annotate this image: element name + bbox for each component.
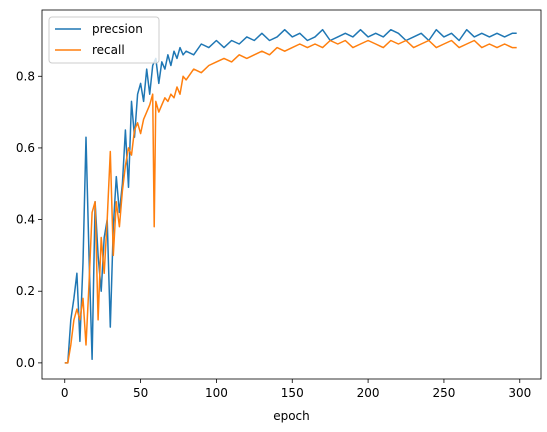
plot-background bbox=[42, 10, 541, 379]
y-axis: 0.0 0.2 0.4 0.6 0.8 bbox=[16, 69, 42, 370]
legend: precsion recall bbox=[48, 16, 160, 64]
y-tick-label: 0.8 bbox=[16, 69, 35, 83]
plot-frame bbox=[41, 9, 542, 380]
x-tick-label: 150 bbox=[281, 386, 304, 400]
y-tick-label: 0.2 bbox=[16, 284, 35, 298]
x-axis: 0 50 100 150 200 250 300 bbox=[61, 379, 531, 400]
x-tick-label: 0 bbox=[61, 386, 69, 400]
y-tick-label: 0.6 bbox=[16, 141, 35, 155]
x-tick-label: 200 bbox=[357, 386, 380, 400]
legend-label-recall: recall bbox=[92, 43, 125, 57]
y-tick-label: 0.4 bbox=[16, 213, 35, 227]
y-tick-label: 0.0 bbox=[16, 356, 35, 370]
x-axis-label: epoch bbox=[273, 409, 310, 423]
legend-label-precsion: precsion bbox=[92, 22, 143, 36]
x-tick-label: 300 bbox=[508, 386, 531, 400]
series-line-recall bbox=[64, 39, 517, 364]
x-tick-label: 50 bbox=[133, 386, 148, 400]
series-layer bbox=[64, 28, 517, 364]
x-tick-label: 100 bbox=[205, 386, 228, 400]
x-tick-label: 250 bbox=[432, 386, 455, 400]
